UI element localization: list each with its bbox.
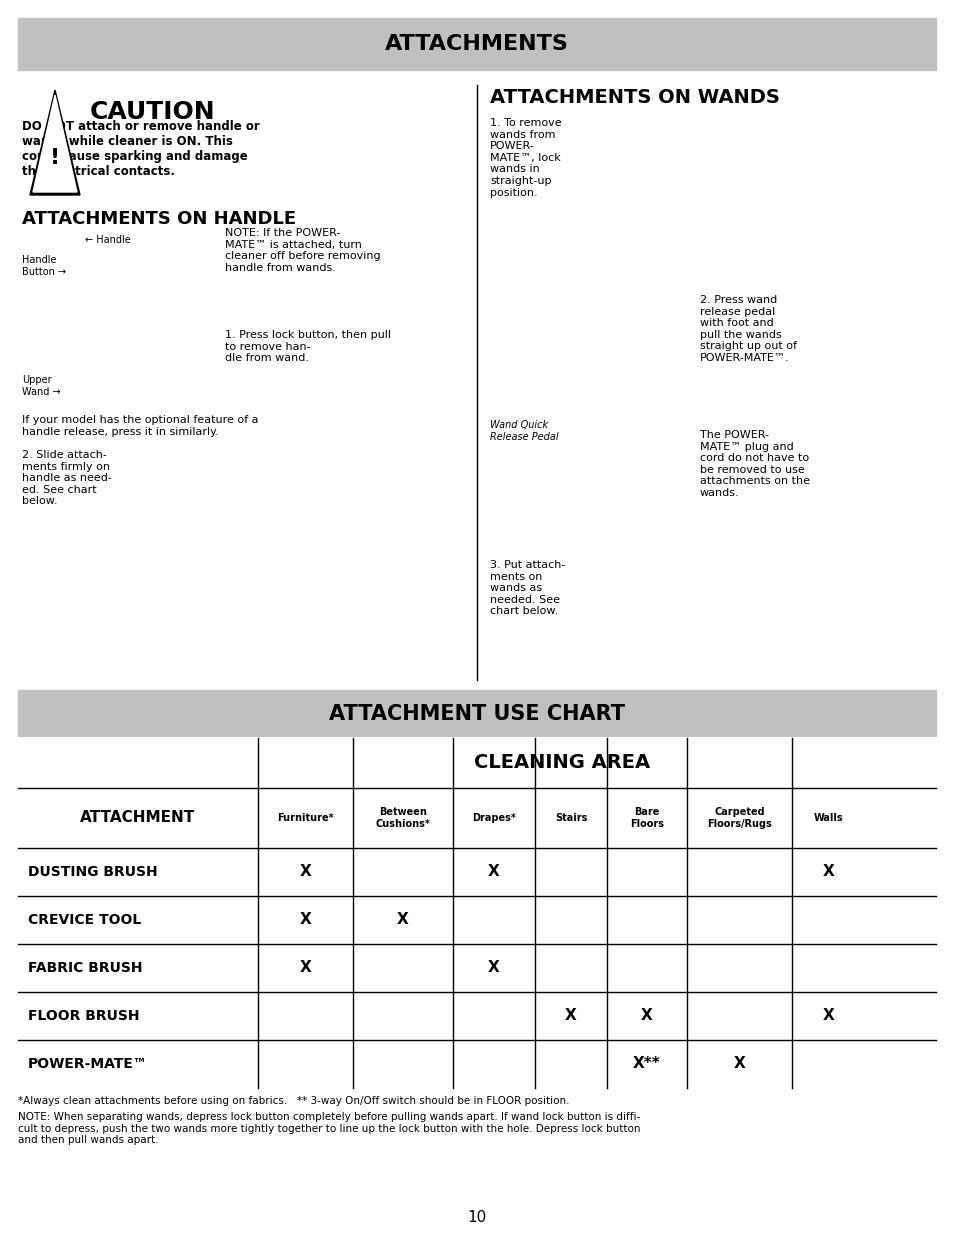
Text: X: X: [564, 1009, 577, 1023]
Text: CREVICE TOOL: CREVICE TOOL: [28, 913, 141, 927]
Text: FABRIC BRUSH: FABRIC BRUSH: [28, 961, 142, 975]
Text: Wand Quick
Release Pedal: Wand Quick Release Pedal: [490, 420, 558, 441]
Text: X: X: [488, 865, 499, 880]
Text: 1. Press lock button, then pull
to remove han-
dle from wand.: 1. Press lock button, then pull to remov…: [225, 330, 391, 363]
Text: X: X: [733, 1057, 744, 1072]
Bar: [18, 690, 935, 738]
Bar: [22, 228, 222, 408]
Text: NOTE: When separating wands, depress lock button completely before pulling wands: NOTE: When separating wands, depress loc…: [18, 1111, 639, 1145]
Text: Bare
Floors: Bare Floors: [629, 807, 663, 829]
Text: !: !: [50, 147, 60, 169]
Text: X: X: [299, 912, 311, 928]
Bar: [18, 19, 935, 69]
Text: 3. Put attach-
ments on
wands as
needed. See
chart below.: 3. Put attach- ments on wands as needed.…: [490, 560, 565, 616]
Text: Walls: Walls: [813, 813, 842, 823]
Text: ATTACHMENTS ON WANDS: ATTACHMENTS ON WANDS: [490, 88, 779, 107]
Text: ATTACHMENT: ATTACHMENT: [80, 810, 195, 825]
Text: ATTACHMENTS ON HANDLE: ATTACHMENTS ON HANDLE: [22, 209, 295, 228]
Text: ← Handle: ← Handle: [85, 235, 131, 245]
Text: POWER-MATE™: POWER-MATE™: [28, 1057, 148, 1070]
Text: X: X: [640, 1009, 652, 1023]
Text: 1. To remove
wands from
POWER-
MATE™, lock
wands in
straight-up
position.: 1. To remove wands from POWER- MATE™, lo…: [490, 118, 561, 197]
Text: The POWER-
MATE™ plug and
cord do not have to
be removed to use
attachments on t: The POWER- MATE™ plug and cord do not ha…: [700, 430, 809, 498]
Text: Handle
Button →: Handle Button →: [22, 255, 66, 276]
Text: X: X: [488, 960, 499, 975]
Text: NOTE: If the POWER-
MATE™ is attached, turn
cleaner off before removing
handle f: NOTE: If the POWER- MATE™ is attached, t…: [225, 228, 380, 273]
Text: 2. Slide attach-
ments firmly on
handle as need-
ed. See chart
below.: 2. Slide attach- ments firmly on handle …: [22, 450, 112, 507]
Text: DO NOT attach or remove handle or
wands while cleaner is ON. This
could cause sp: DO NOT attach or remove handle or wands …: [22, 120, 259, 178]
Polygon shape: [30, 90, 80, 195]
Text: FLOOR BRUSH: FLOOR BRUSH: [28, 1009, 139, 1023]
Text: ATTACHMENTS: ATTACHMENTS: [385, 33, 568, 55]
Polygon shape: [33, 95, 77, 192]
Text: X: X: [396, 912, 409, 928]
Text: X: X: [822, 865, 834, 880]
Text: Drapes*: Drapes*: [472, 813, 516, 823]
Text: 2. Press wand
release pedal
with foot and
pull the wands
straight up out of
POWE: 2. Press wand release pedal with foot an…: [700, 295, 796, 363]
Text: ATTACHMENT USE CHART: ATTACHMENT USE CHART: [329, 704, 624, 724]
Text: X**: X**: [633, 1057, 660, 1072]
Text: If your model has the optional feature of a
handle release, press it in similarl: If your model has the optional feature o…: [22, 415, 258, 436]
Text: Carpeted
Floors/Rugs: Carpeted Floors/Rugs: [706, 807, 771, 829]
Bar: [18, 85, 457, 199]
Text: Furniture*: Furniture*: [277, 813, 334, 823]
Bar: [18, 738, 935, 1088]
Text: Stairs: Stairs: [555, 813, 587, 823]
Text: Upper
Wand →: Upper Wand →: [22, 375, 61, 396]
Text: DUSTING BRUSH: DUSTING BRUSH: [28, 865, 157, 878]
Text: X: X: [299, 960, 311, 975]
Text: 10: 10: [467, 1211, 486, 1225]
Text: CLEANING AREA: CLEANING AREA: [474, 753, 649, 772]
Text: *Always clean attachments before using on fabrics.   ** 3-way On/Off switch shou: *Always clean attachments before using o…: [18, 1097, 569, 1106]
Text: X: X: [299, 865, 311, 880]
Text: CAUTION: CAUTION: [90, 100, 215, 124]
Text: X: X: [822, 1009, 834, 1023]
Text: Between
Cushions*: Between Cushions*: [375, 807, 430, 829]
